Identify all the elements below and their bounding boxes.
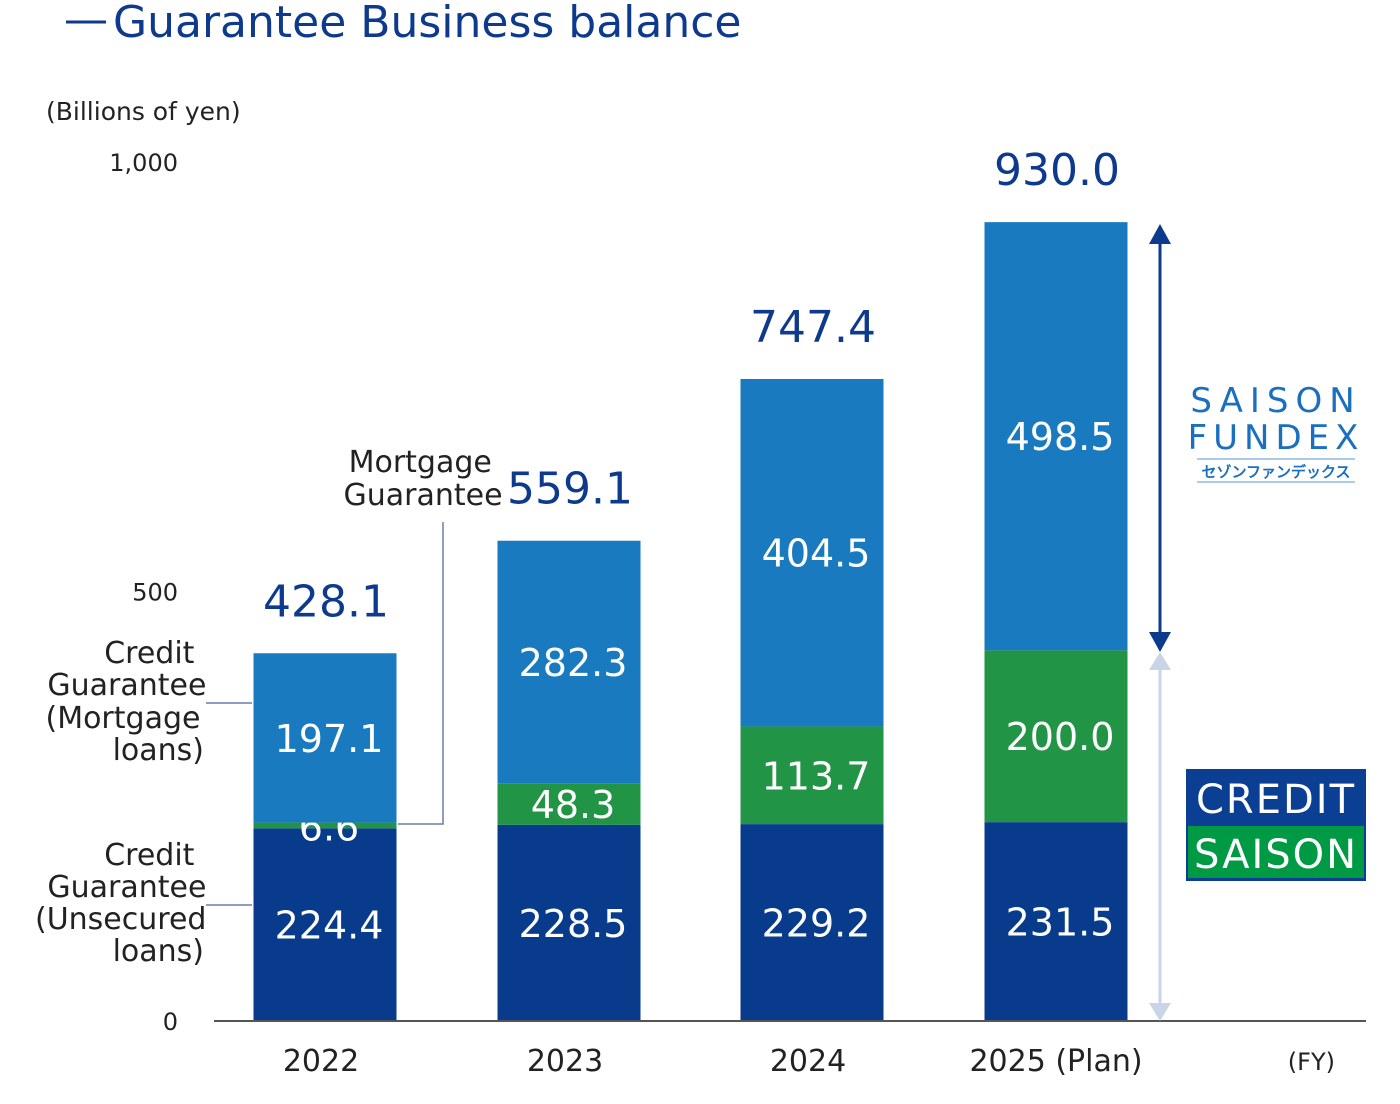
annotation-credit-guarantee-unsecured-loans: Credit Guarantee (Unsecured loans) [35,838,216,969]
x-tick-label: 2023 [527,1044,603,1079]
bar-segment [253,653,397,823]
svg-text:CREDIT: CREDIT [1196,777,1356,823]
x-tick-label: 2025 (Plan) [969,1044,1142,1079]
segment-value-label: 224.4 [275,904,384,948]
y-tick-label: 0 [163,1008,178,1036]
credit-saison-range-arrow [1149,652,1171,1021]
bar-segment [740,726,884,825]
chart-title: Guarantee Business balance [113,0,742,48]
total-value-label: 559.1 [507,464,633,515]
total-value-label: 428.1 [263,576,389,627]
y-tick-label: 500 [132,579,178,607]
segment-value-label: 229.2 [762,902,871,946]
segment-value-label: 200.0 [1006,715,1115,759]
y-tick-label: 1,000 [109,149,178,177]
bar-segment [740,824,884,1021]
bar-segment [740,378,884,727]
bar-segment [497,783,641,825]
bar-segment [984,822,1128,1021]
bar-segment [253,822,397,829]
annotation-credit-guarantee-mortgage-loans: Credit Guarantee (Mortgage loans) [45,636,216,768]
segment-value-label: 498.5 [1006,415,1115,459]
x-tick-label: 2024 [770,1044,846,1079]
segment-value-label: 48.3 [531,783,616,827]
svg-text:FUNDEX: FUNDEX [1188,418,1365,458]
y-axis-label: (Billions of yen) [46,97,241,126]
annotation-mortgage-guarantee: Mortgage Guarantee [343,445,502,513]
x-tick-label: 2022 [283,1044,359,1079]
x-axis-label: (FY) [1288,1048,1335,1076]
segment-value-label: 113.7 [762,754,871,798]
segment-value-label: 228.5 [519,902,628,946]
bar-segment [497,824,641,1021]
segment-value-label: 231.5 [1006,901,1115,945]
bar-segment [984,650,1128,823]
total-value-label: 747.4 [750,302,876,353]
bar-segment [253,828,397,1021]
segment-value-label: 197.1 [275,717,384,761]
total-value-label: 930.0 [994,145,1120,196]
svg-text:SAISON: SAISON [1194,832,1358,878]
bar-segment [497,540,641,784]
credit-saison-logo: CREDIT SAISON [1186,769,1366,881]
saison-fundex-range-arrow [1149,224,1171,652]
bar-segment [984,222,1128,651]
segment-value-label: 282.3 [519,641,628,685]
callout-line-mortgage-guarantee [398,522,444,825]
saison-fundex-logo: SAISON FUNDEX セゾンファンデックス [1188,381,1365,483]
segment-value-label: 404.5 [762,532,871,576]
svg-text:SAISON: SAISON [1190,381,1361,421]
svg-text:セゾンファンデックス: セゾンファンデックス [1201,463,1350,481]
